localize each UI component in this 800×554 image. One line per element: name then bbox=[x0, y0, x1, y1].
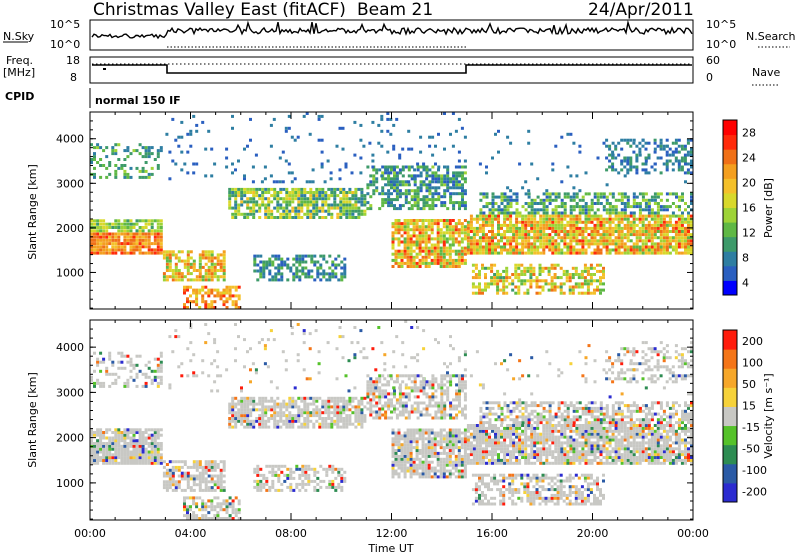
velocity-axes: 1000 2000 3000 4000 bbox=[56, 319, 694, 520]
x-tick-label-3: 12:00 bbox=[376, 527, 408, 540]
velocity-ylabel: Slant Range [km] bbox=[26, 372, 39, 468]
power-ylabel: Slant Range [km] bbox=[26, 164, 39, 260]
freq-series bbox=[92, 64, 692, 74]
nsky-strip: N.Sky 10^5 10^0 10^5 10^0 N.Search bbox=[3, 18, 796, 51]
velocity-cells bbox=[90, 320, 693, 520]
velocity-colorbar-label: Velocity [m s⁻¹] bbox=[762, 373, 775, 458]
nsearch-tick-bottom: 10^0 bbox=[706, 38, 736, 51]
y-tick-label-2000: 2000 bbox=[56, 432, 84, 445]
nave-tick-top: 60 bbox=[706, 54, 720, 67]
cpid-label: CPID bbox=[5, 90, 34, 103]
freq-tick-bottom: 8 bbox=[70, 71, 77, 84]
power-colorbar: 28 24 20 16 12 8 4 Power [dB] bbox=[722, 119, 775, 296]
y-tick-label-4000: 4000 bbox=[56, 133, 84, 146]
colorbar-tick-3: 16 bbox=[742, 202, 756, 215]
nsky-tick-bottom: 10^0 bbox=[50, 38, 80, 51]
colorbar-tick-0: 200 bbox=[742, 335, 763, 348]
freq-strip: Freq. [MHz] 18 8 60 0 Nave bbox=[3, 54, 780, 86]
station-title: Christmas Valley East (fitACF) bbox=[93, 0, 346, 20]
colorbar-tick-5: -50 bbox=[742, 442, 760, 455]
y-tick-label-1000: 1000 bbox=[56, 477, 84, 490]
colorbar-tick-2: 20 bbox=[742, 177, 756, 190]
y-tick-label-4000: 4000 bbox=[56, 341, 84, 354]
colorbar-tick-1: 24 bbox=[742, 152, 756, 165]
x-tick-labels: 00:00 04:00 08:00 12:00 16:00 20:00 00:00 bbox=[74, 527, 709, 540]
freq-unit-label: [MHz] bbox=[3, 66, 35, 79]
colorbar-tick-0: 28 bbox=[742, 127, 756, 140]
beam-label: Beam 21 bbox=[357, 0, 433, 20]
colorbar-tick-6: -100 bbox=[742, 464, 767, 477]
nsky-tick-top: 10^5 bbox=[50, 18, 80, 31]
nsearch-label: N.Search bbox=[746, 30, 796, 43]
power-cells bbox=[90, 112, 693, 309]
colorbar-tick-2: 50 bbox=[742, 378, 756, 391]
velocity-colorbar: 200 100 50 15 -15 -50 -100 -200 Velocity [m s⁻¹… bbox=[722, 329, 775, 503]
nave-label: Nave bbox=[752, 66, 780, 79]
nsky-label: N.Sky bbox=[3, 30, 35, 43]
colorbar-tick-5: 8 bbox=[742, 252, 749, 265]
colorbar-tick-6: 4 bbox=[742, 277, 749, 290]
x-tick-label-5: 20:00 bbox=[577, 527, 609, 540]
colorbar-tick-4: 12 bbox=[742, 227, 756, 240]
nave-tick-bottom: 0 bbox=[706, 71, 713, 84]
x-tick-label-1: 04:00 bbox=[175, 527, 207, 540]
power-axes: 1000 2000 3000 4000 bbox=[56, 111, 694, 309]
date-label: 24/Apr/2011 bbox=[588, 0, 694, 20]
y-tick-label-3000: 3000 bbox=[56, 386, 84, 399]
x-tick-label-6: 00:00 bbox=[677, 527, 709, 540]
x-tick-label-0: 00:00 bbox=[74, 527, 106, 540]
x-tick-label-4: 16:00 bbox=[476, 527, 508, 540]
y-tick-label-3000: 3000 bbox=[56, 177, 84, 190]
y-tick-label-2000: 2000 bbox=[56, 222, 84, 235]
colorbar-tick-3: 15 bbox=[742, 399, 756, 412]
nsearch-tick-top: 10^5 bbox=[706, 18, 736, 31]
colorbar-tick-7: -200 bbox=[742, 485, 767, 498]
freq-tick-top: 18 bbox=[66, 54, 80, 67]
nsky-series bbox=[91, 19, 693, 40]
power-colorbar-label: Power [dB] bbox=[762, 178, 775, 238]
colorbar-tick-1: 100 bbox=[742, 356, 763, 369]
power-panel: Slant Range [km] 1000 2000 3000 4000 bbox=[26, 111, 694, 310]
x-axis-label: Time UT bbox=[367, 542, 413, 554]
y-tick-label-1000: 1000 bbox=[56, 266, 84, 279]
colorbar-tick-4: -15 bbox=[742, 421, 760, 434]
x-tick-label-2: 08:00 bbox=[275, 527, 307, 540]
freq-label: Freq. bbox=[6, 54, 33, 67]
cpid-value: normal 150 IF bbox=[95, 94, 181, 107]
